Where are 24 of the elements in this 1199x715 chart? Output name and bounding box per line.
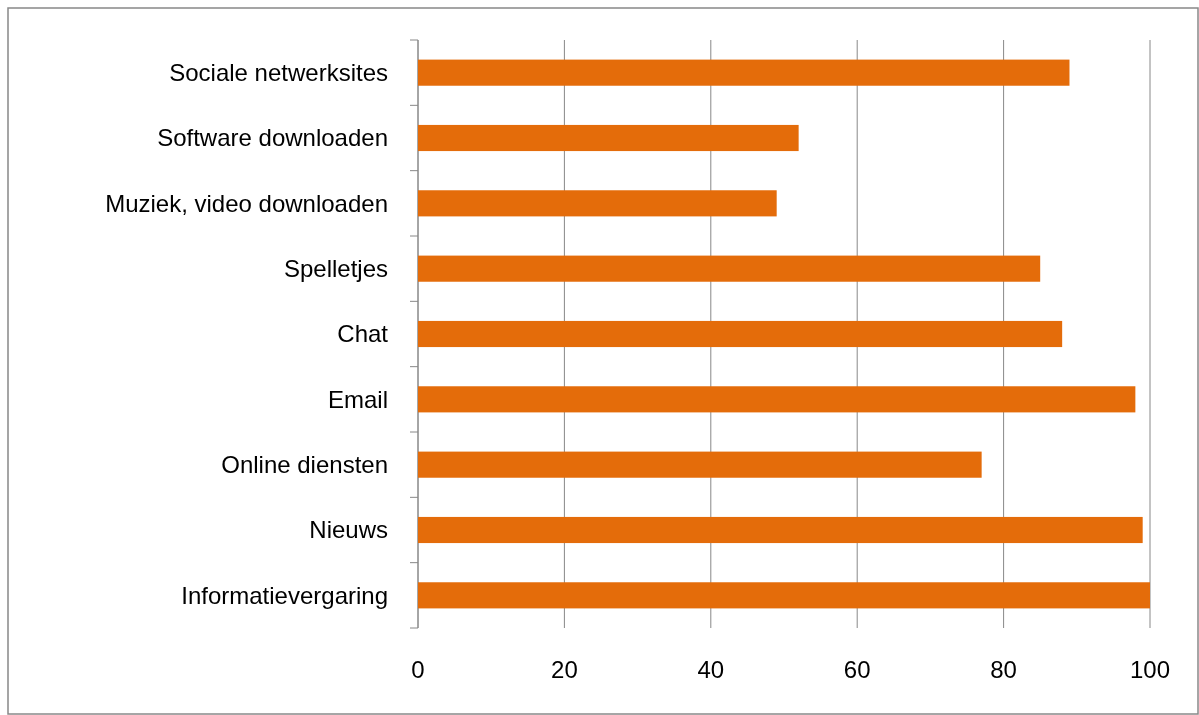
y-tick-label: Chat (337, 320, 389, 348)
y-tick-label: Online diensten (221, 451, 388, 479)
y-tick-label: Muziek, video downloaden (105, 189, 388, 217)
bar (418, 124, 799, 152)
y-tick-label: Sociale netwerksites (169, 59, 388, 87)
bar (418, 451, 982, 478)
y-tick-label: Nieuws (309, 516, 388, 544)
x-tick-label: 100 (1129, 656, 1171, 683)
bar (418, 516, 1143, 544)
y-tick-label: Email (327, 385, 388, 413)
bar (418, 386, 1136, 413)
x-tick-label: 60 (843, 656, 871, 683)
x-tick-label: 0 (411, 656, 425, 683)
bar (418, 255, 1041, 282)
x-tick-label: 20 (551, 656, 578, 683)
bar (418, 190, 777, 217)
bar (418, 582, 1150, 609)
y-tick-label: Software downloaden (157, 124, 388, 152)
bar (418, 59, 1070, 86)
x-tick-label: 80 (990, 656, 1017, 683)
x-tick-label: 40 (697, 656, 725, 683)
y-tick-label: Informatievergaring (181, 581, 388, 609)
bar (418, 320, 1063, 348)
y-tick-label: Spelletjes (283, 255, 388, 283)
